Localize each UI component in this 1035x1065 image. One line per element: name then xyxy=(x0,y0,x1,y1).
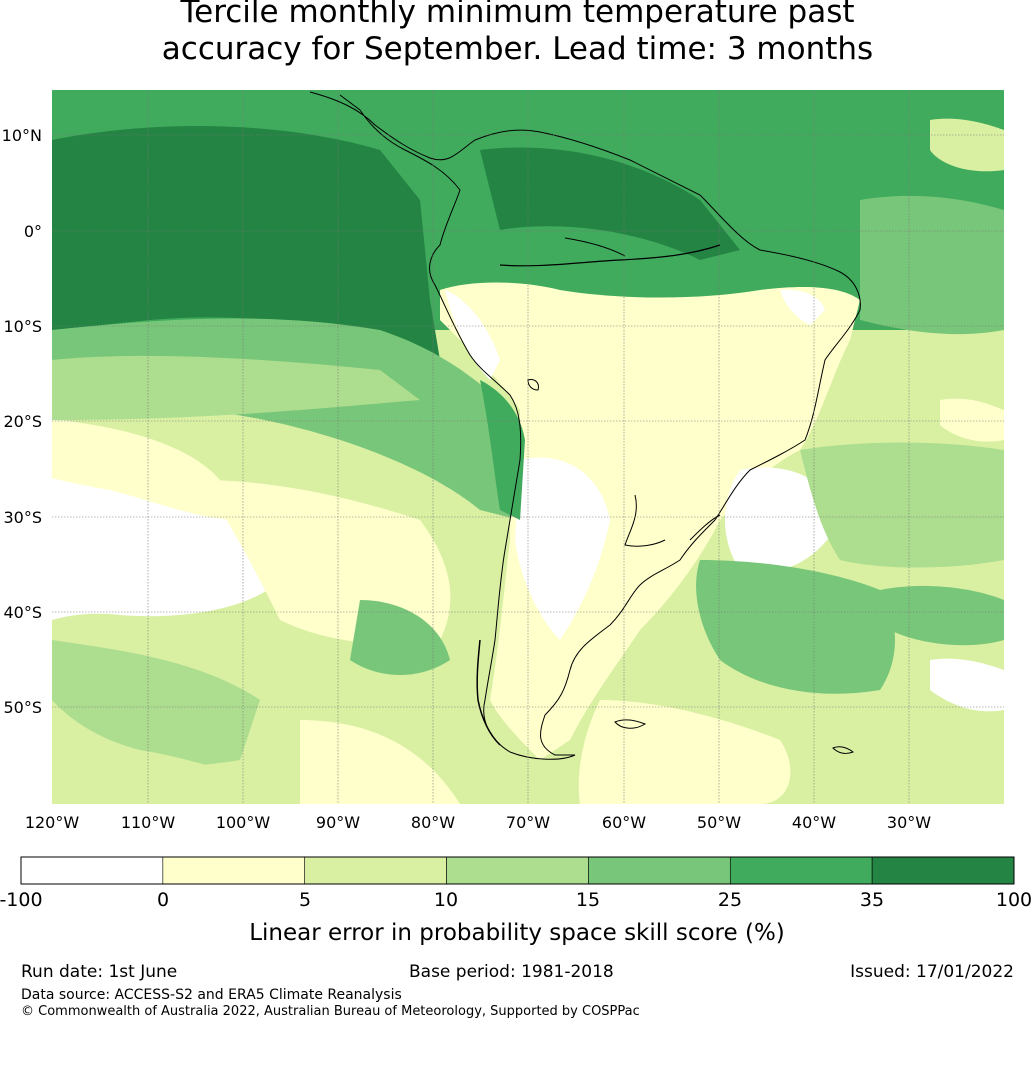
lat-label: 10°N xyxy=(2,126,42,145)
colorbar-segment xyxy=(446,856,589,885)
lon-label: 50°W xyxy=(697,813,741,832)
skill-field xyxy=(52,90,1004,804)
issued-date: Issued: 17/01/2022 xyxy=(850,962,1014,982)
colorbar-segment xyxy=(588,856,731,885)
colorbar-tick: 25 xyxy=(718,889,742,911)
lat-label: 0° xyxy=(24,222,42,241)
lat-label: 10°S xyxy=(3,317,42,336)
colorbar-segment xyxy=(729,856,873,885)
colorbar-tick: 0 xyxy=(157,889,169,911)
colorbar-outline xyxy=(20,856,1015,885)
lon-label: 80°W xyxy=(411,813,455,832)
colorbar: -100 0 5 10 15 25 35 100 Linear error in… xyxy=(0,856,1032,946)
colorbar-tick: 35 xyxy=(860,889,884,911)
colorbar-tick: -100 xyxy=(0,889,43,911)
lat-label: 50°S xyxy=(3,698,42,717)
colorbar-segment xyxy=(20,856,164,885)
colorbar-tick: 15 xyxy=(576,889,600,911)
lat-label: 40°S xyxy=(3,603,42,622)
lon-label: 40°W xyxy=(792,813,836,832)
map-title: Tercile monthly minimum temperature past… xyxy=(0,0,1035,68)
copyright: © Commonwealth of Australia 2022, Austra… xyxy=(21,1004,640,1019)
lon-label: 70°W xyxy=(506,813,550,832)
lon-label: 100°W xyxy=(216,813,271,832)
graticule xyxy=(52,90,1004,804)
base-period: Base period: 1981-2018 xyxy=(409,962,614,982)
lon-label: 30°W xyxy=(887,813,931,832)
colorbar-label: Linear error in probability space skill … xyxy=(249,920,785,946)
title-line-1: Tercile monthly minimum temperature past xyxy=(180,0,855,30)
lon-label: 90°W xyxy=(316,813,360,832)
longitude-labels: 120°W 110°W 100°W 90°W 80°W 70°W 60°W 50… xyxy=(25,813,931,832)
colorbar-segment xyxy=(871,856,1015,885)
title-line-2: accuracy for September. Lead time: 3 mon… xyxy=(161,31,874,67)
colorbar-tick: 100 xyxy=(996,889,1032,911)
lon-label: 60°W xyxy=(602,813,646,832)
colorbar-tick: 10 xyxy=(434,889,458,911)
colorbar-tick: 5 xyxy=(299,889,311,911)
lon-label: 110°W xyxy=(121,813,176,832)
colorbar-segment xyxy=(162,856,306,885)
lat-label: 20°S xyxy=(3,412,42,431)
data-source: Data source: ACCESS-S2 and ERA5 Climate … xyxy=(21,987,402,1003)
run-date: Run date: 1st June xyxy=(21,962,178,982)
coastline xyxy=(309,91,861,760)
latitude-labels: 10°N 0° 10°S 20°S 30°S 40°S 50°S xyxy=(2,126,42,717)
lon-label: 120°W xyxy=(25,813,80,832)
colorbar-segment xyxy=(304,856,447,885)
lat-label: 30°S xyxy=(3,508,42,527)
